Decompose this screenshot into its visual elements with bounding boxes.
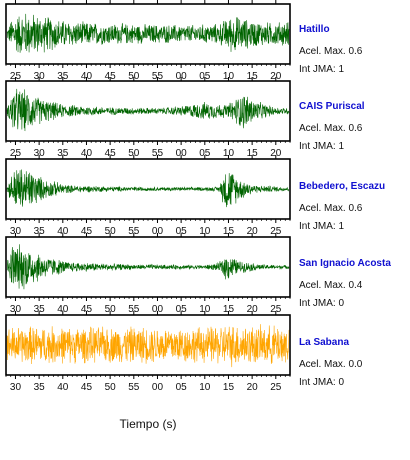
panel-1: 25 30 35 40 45 50 55 00 05 10 15 20 [5, 77, 291, 159]
tick-label-0: 55 [152, 71, 164, 82]
tick-label-3: 15 [223, 304, 235, 315]
tick-label-0: 25 [10, 71, 22, 82]
waveform-4 [6, 324, 290, 368]
accel-max-1: Acel. Max. 0.6 [299, 123, 363, 134]
accel-max-2: Acel. Max. 0.6 [299, 203, 363, 214]
tick-label-2: 45 [81, 226, 93, 237]
tick-label-1: 50 [128, 148, 140, 159]
tick-label-1: 45 [105, 148, 117, 159]
accel-max-0: Acel. Max. 0.6 [299, 46, 363, 57]
tick-label-0: 50 [128, 71, 140, 82]
tick-label-2: 35 [34, 226, 46, 237]
jma-intensity-1: Int JMA: 1 [299, 141, 345, 152]
station-label-0: Hatillo Acel. Max. 0.6 Int JMA: 1 [299, 24, 407, 75]
station-label-2: Bebedero, Escazu Acel. Max. 0.6 Int JMA:… [299, 181, 407, 232]
accel-max-4: Acel. Max. 0.0 [299, 359, 363, 370]
tick-label-1: 10 [223, 148, 235, 159]
panel-3: 30 35 40 45 50 55 00 05 10 15 20 25 [5, 233, 291, 315]
tick-label-3: 35 [34, 304, 46, 315]
tick-label-2: 50 [105, 226, 117, 237]
tick-label-4: 20 [247, 382, 259, 393]
tick-label-3: 40 [57, 304, 69, 315]
tick-label-1: 15 [247, 148, 259, 159]
tick-label-3: 45 [81, 304, 93, 315]
tick-label-2: 20 [247, 226, 259, 237]
tick-label-4: 45 [81, 382, 93, 393]
waveform-0 [6, 13, 290, 53]
station-name-2: Bebedero, Escazu [299, 181, 386, 192]
tick-label-2: 25 [270, 226, 282, 237]
tick-label-4: 50 [105, 382, 117, 393]
panel-4: 30 35 40 45 50 55 00 05 10 15 20 25 [5, 311, 291, 393]
tick-label-2: 40 [57, 226, 69, 237]
station-name-3: San Ignacio Acosta [299, 258, 391, 269]
tick-label-3: 00 [152, 304, 164, 315]
station-label-1: CAIS Puriscal Acel. Max. 0.6 Int JMA: 1 [299, 101, 407, 152]
tick-label-4: 40 [57, 382, 69, 393]
station-label-3: San Ignacio Acosta Acel. Max. 0.4 Int JM… [299, 258, 407, 309]
tick-label-0: 00 [176, 71, 188, 82]
tick-label-0: 20 [270, 71, 282, 82]
tick-label-3: 25 [270, 304, 282, 315]
tick-label-4: 10 [199, 382, 211, 393]
tick-label-3: 30 [10, 304, 22, 315]
tick-label-0: 35 [57, 71, 69, 82]
tick-label-1: 35 [57, 148, 69, 159]
tick-label-1: 30 [34, 148, 46, 159]
tick-label-4: 25 [270, 382, 282, 393]
jma-intensity-0: Int JMA: 1 [299, 64, 345, 75]
station-label-4: La Sabana Acel. Max. 0.0 Int JMA: 0 [299, 337, 407, 388]
tick-label-0: 45 [105, 71, 117, 82]
panel-0: 25 30 35 40 45 50 55 00 05 10 15 20 [5, 0, 291, 82]
tick-label-0: 15 [247, 71, 259, 82]
tick-label-1: 05 [199, 148, 211, 159]
tick-label-0: 30 [34, 71, 46, 82]
tick-label-4: 15 [223, 382, 235, 393]
tick-label-2: 15 [223, 226, 235, 237]
tick-label-0: 40 [81, 71, 93, 82]
jma-intensity-4: Int JMA: 0 [299, 377, 345, 388]
jma-intensity-2: Int JMA: 1 [299, 221, 345, 232]
tick-label-3: 10 [199, 304, 211, 315]
x-axis-label: Tiempo (s) [119, 417, 177, 431]
accel-max-3: Acel. Max. 0.4 [299, 280, 363, 291]
station-name-0: Hatillo [299, 24, 330, 35]
station-name-1: CAIS Puriscal [299, 101, 365, 112]
tick-label-1: 55 [152, 148, 164, 159]
tick-label-2: 10 [199, 226, 211, 237]
waveform-1 [6, 88, 290, 132]
waveform-2 [6, 169, 290, 208]
tick-label-0: 10 [223, 71, 235, 82]
tick-label-0: 05 [199, 71, 211, 82]
tick-label-4: 05 [176, 382, 188, 393]
tick-label-4: 00 [152, 382, 164, 393]
tick-label-1: 40 [81, 148, 93, 159]
tick-label-2: 30 [10, 226, 22, 237]
tick-label-2: 55 [128, 226, 140, 237]
tick-label-1: 00 [176, 148, 188, 159]
tick-label-4: 55 [128, 382, 140, 393]
waveform-3 [6, 244, 290, 290]
station-name-4: La Sabana [299, 337, 350, 348]
tick-label-3: 05 [176, 304, 188, 315]
tick-label-3: 20 [247, 304, 259, 315]
tick-label-3: 50 [105, 304, 117, 315]
tick-label-2: 00 [152, 226, 164, 237]
tick-label-4: 35 [34, 382, 46, 393]
tick-label-4: 30 [10, 382, 22, 393]
tick-label-1: 25 [10, 148, 22, 159]
tick-label-1: 20 [270, 148, 282, 159]
jma-intensity-3: Int JMA: 0 [299, 298, 345, 309]
tick-label-3: 55 [128, 304, 140, 315]
tick-label-2: 05 [176, 226, 188, 237]
panel-2: 30 35 40 45 50 55 00 05 10 15 20 25 [5, 155, 291, 237]
